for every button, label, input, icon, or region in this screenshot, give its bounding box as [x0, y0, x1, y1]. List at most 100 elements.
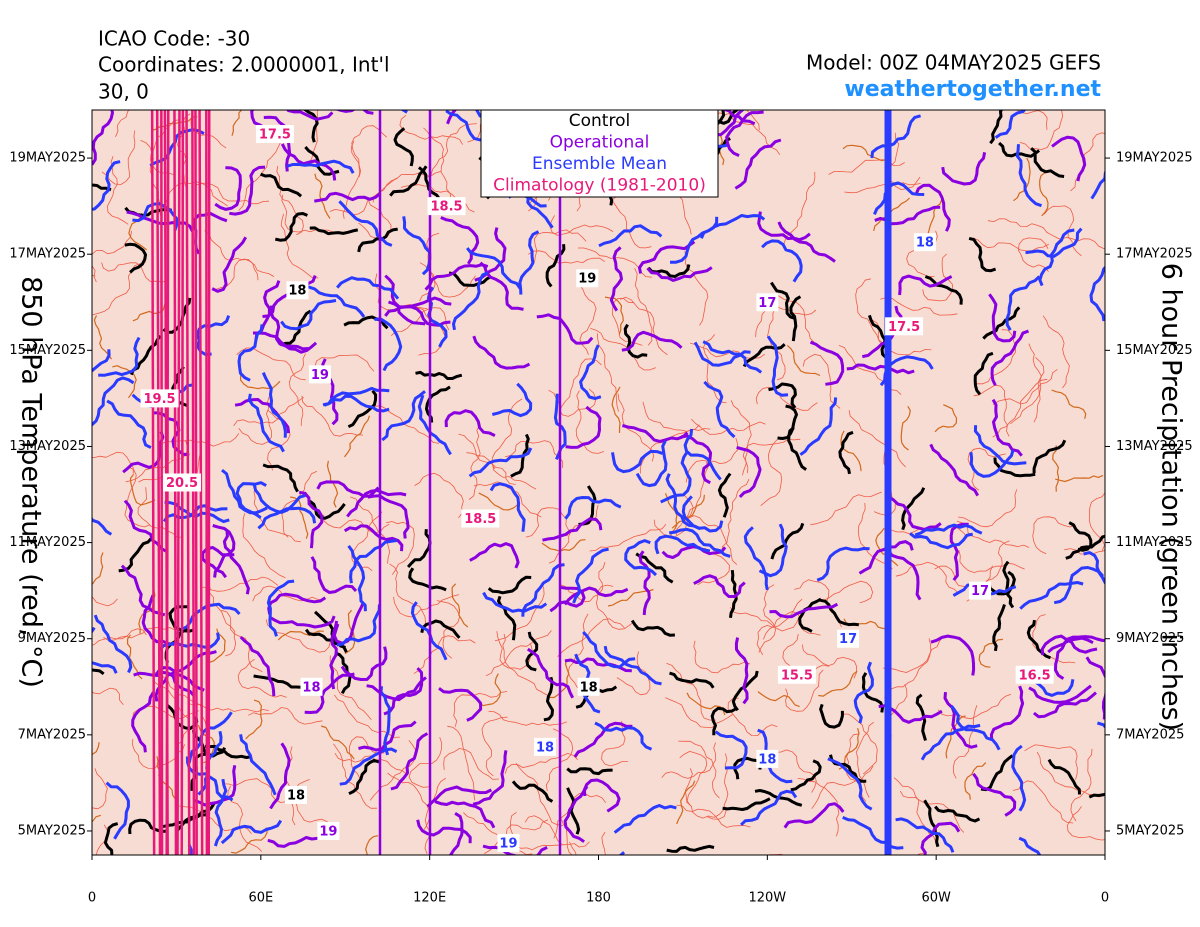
contour-line [867, 314, 888, 359]
contour-line [967, 447, 1006, 491]
contour-line [129, 473, 156, 506]
y-tick-label: 15MAY2025 [9, 343, 86, 358]
contour-label: 18 [580, 680, 598, 695]
contour-line [964, 762, 987, 800]
contour-line [914, 183, 951, 232]
contour-line [664, 493, 678, 539]
contour-line [446, 110, 458, 125]
contour-line [855, 721, 875, 798]
y-tick-label: 17MAY2025 [9, 247, 86, 262]
contour-line [298, 490, 324, 549]
contour-line [1019, 581, 1084, 610]
contour-line [757, 211, 811, 242]
contour-label: 19 [578, 272, 596, 287]
contour-label: 18 [916, 236, 934, 251]
contour-line [611, 386, 621, 434]
contour-line [289, 353, 306, 427]
contour-line [973, 351, 994, 396]
contour-line [783, 802, 845, 829]
contour-line [880, 297, 958, 316]
contour-line [434, 800, 496, 829]
contour-line [924, 275, 963, 305]
contour-line [1012, 780, 1074, 824]
contour-line [239, 734, 277, 796]
contour-line [680, 434, 713, 485]
contour-line [564, 496, 622, 520]
contour-line [635, 552, 674, 584]
contour-line [755, 386, 818, 411]
contour-line [575, 390, 605, 454]
contour-line [601, 720, 628, 767]
contour-line [229, 165, 266, 216]
contour-line [280, 299, 337, 331]
contour-line [1047, 758, 1081, 795]
contour-line [563, 785, 589, 843]
contour-line [323, 394, 390, 413]
contour-line [1055, 474, 1104, 483]
contour-line [478, 673, 502, 707]
contour-label: 18 [758, 752, 776, 767]
y2-tick-label: 15MAY2025 [1116, 343, 1193, 358]
contour-line [982, 306, 1021, 340]
contour-line [131, 691, 155, 753]
contour-line [187, 711, 233, 764]
contour-line [106, 399, 152, 449]
contour-line [700, 214, 766, 239]
contour-line [622, 424, 689, 443]
contour-line [676, 804, 751, 828]
contour-line [291, 779, 331, 827]
contour-line [734, 138, 782, 190]
contour-line [242, 513, 286, 579]
contour-line [937, 693, 1012, 720]
contour-line [624, 539, 658, 577]
contour-line [746, 110, 760, 131]
contour-line [721, 478, 750, 553]
contour-line [268, 615, 336, 629]
contour-line [969, 449, 1015, 478]
contour-line [481, 716, 508, 777]
contour-line [934, 565, 993, 587]
contour-line [408, 567, 447, 592]
contour-line [448, 271, 493, 287]
contour-label-box [837, 629, 860, 648]
contour-line [93, 315, 112, 360]
y-axis-label: 850 hPa Temperature (red, °C) [16, 276, 47, 688]
contour-line [491, 382, 533, 418]
contour-line [758, 584, 776, 653]
contour-line [817, 580, 873, 604]
contour-line [818, 670, 858, 697]
contour-line [816, 546, 870, 582]
contour-line [491, 398, 523, 470]
header-line: 30, 0 [98, 80, 149, 104]
contour-line [590, 328, 656, 371]
contour-line [669, 671, 715, 689]
contour-line [334, 110, 374, 115]
contour-line [638, 550, 651, 616]
contour-line [758, 523, 788, 578]
contour-line [525, 507, 570, 538]
contour-line [685, 768, 724, 819]
contour-label: 17.5 [259, 128, 291, 143]
contour-line [443, 748, 499, 780]
legend-entry: Ensemble Mean [532, 154, 667, 174]
site-name: weathertogether.net [844, 77, 1101, 102]
contour-line [504, 753, 578, 774]
contour-line [1085, 656, 1105, 720]
contour-line [105, 781, 130, 840]
contour-line [991, 398, 1023, 457]
contour-line [802, 354, 841, 409]
x-tick-label: 60E [248, 891, 273, 906]
contour-line [736, 445, 762, 498]
contour-line [914, 523, 983, 537]
contour-line [280, 213, 319, 279]
contour-line [412, 303, 446, 356]
contour-line [989, 685, 1025, 741]
contour-line [840, 430, 862, 472]
contour-label: 17 [839, 632, 857, 647]
contour-line [526, 647, 575, 699]
contour-label: 17 [971, 584, 989, 599]
contour-line [770, 281, 796, 320]
contour-line [992, 369, 1058, 405]
y2-tick-label: 17MAY2025 [1116, 247, 1193, 262]
x-tick-label: 0 [1101, 891, 1109, 906]
